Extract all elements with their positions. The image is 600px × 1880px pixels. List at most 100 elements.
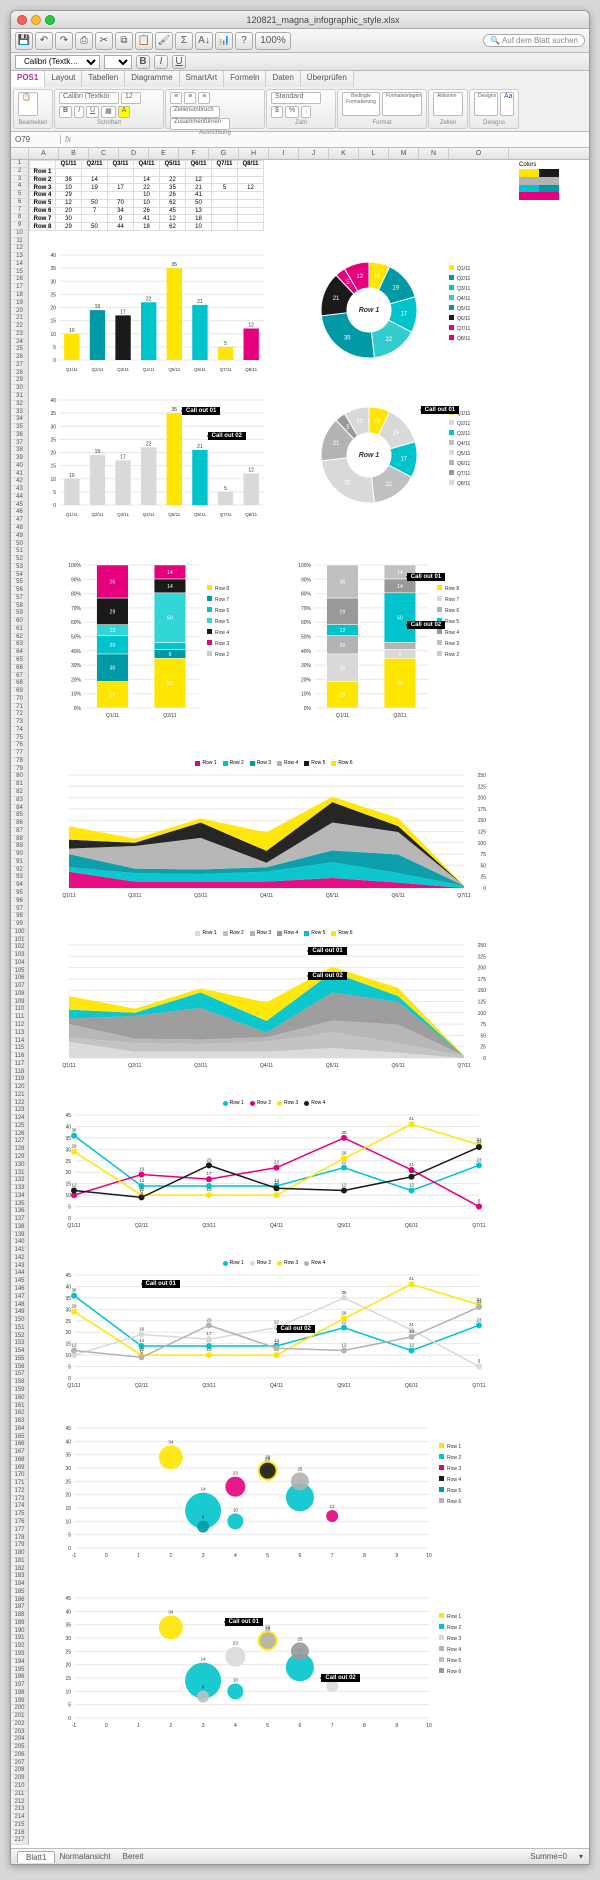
stacked-chart-1[interactable]: 0%10%20%30%40%50%60%70%80%90%100%2930201… xyxy=(59,560,249,720)
svg-text:22: 22 xyxy=(146,441,152,447)
column-headers[interactable]: ABCDEFGHIJKLMNO xyxy=(11,148,589,160)
stacked-chart-2[interactable]: 0%10%20%30%40%50%60%70%80%90%100%2930201… xyxy=(289,560,479,720)
sum-button[interactable]: Σ xyxy=(175,32,193,50)
svg-text:Q1/11: Q1/11 xyxy=(66,367,78,372)
svg-text:5: 5 xyxy=(68,1703,71,1709)
chart-button[interactable]: 📊 xyxy=(215,32,233,50)
align-right[interactable]: ≡ xyxy=(198,92,210,104)
comma-button[interactable]: , xyxy=(301,106,311,118)
worksheet[interactable]: ABCDEFGHIJKLMNO 123456789101112131415161… xyxy=(11,148,589,1848)
ribbon-fillcolor[interactable]: A xyxy=(118,106,131,118)
ribbon-fontsize-select[interactable]: 12 xyxy=(121,92,141,104)
svg-text:12: 12 xyxy=(340,628,346,634)
ribbon-tab-layout[interactable]: Layout xyxy=(45,71,82,87)
svg-text:30%: 30% xyxy=(301,663,312,669)
svg-text:12: 12 xyxy=(110,628,116,634)
svg-text:0: 0 xyxy=(105,1553,108,1559)
ribbon-tab-tabellen[interactable]: Tabellen xyxy=(82,71,125,87)
svg-text:12: 12 xyxy=(248,323,254,329)
ribbon-tab-formeln[interactable]: Formeln xyxy=(224,71,266,87)
ribbon-bold[interactable]: B xyxy=(59,106,72,118)
conditional-format[interactable]: Bedingte Formatierung xyxy=(342,92,380,116)
sheet-tab[interactable]: Blatt1 xyxy=(17,1851,55,1863)
svg-text:36: 36 xyxy=(340,580,346,586)
ribbon-tab-überprüfen[interactable]: Überprüfen xyxy=(301,71,354,87)
svg-text:10%: 10% xyxy=(71,692,82,698)
italic-button[interactable]: I xyxy=(154,55,168,69)
save-button[interactable]: 💾 xyxy=(15,32,33,50)
svg-text:Row 6: Row 6 xyxy=(447,1669,461,1675)
cut-button[interactable]: ✂ xyxy=(95,32,113,50)
search-placeholder: Auf dem Blatt suchen xyxy=(502,36,578,45)
paste-large-button[interactable]: 📋 xyxy=(18,92,38,116)
ribbon-border[interactable]: ▦ xyxy=(101,106,116,118)
percent-button[interactable]: % xyxy=(285,106,299,118)
underline-button[interactable]: U xyxy=(172,55,186,69)
minimize-icon[interactable] xyxy=(31,15,41,25)
svg-text:29: 29 xyxy=(110,693,116,699)
ribbon-tab-daten[interactable]: Daten xyxy=(266,71,300,87)
ribbon-group-edit: 📋 Bearbeiten xyxy=(13,89,53,129)
svg-text:90%: 90% xyxy=(71,577,82,583)
line-chart-2[interactable]: 0510152025303540453614141422122310191722… xyxy=(59,1260,489,1390)
svg-text:Row 2: Row 2 xyxy=(447,1625,461,1631)
fontsize-select[interactable]: 12 xyxy=(104,55,132,69)
area-chart-1[interactable]: 0255075100125150175200225250Q1/11Q2/11Q3… xyxy=(59,760,489,900)
svg-text:20: 20 xyxy=(65,1493,71,1499)
data-table[interactable]: Q1/11Q2/11Q3/11Q4/11Q5/11Q6/11Q7/11Q8/11… xyxy=(29,160,264,231)
ribbon: POS1LayoutTabellenDiagrammeSmartArtForme… xyxy=(11,71,589,132)
svg-text:Row 7: Row 7 xyxy=(445,597,459,603)
svg-text:150: 150 xyxy=(478,988,487,994)
theme-font-button[interactable]: Aa xyxy=(500,92,514,116)
ribbon-underline[interactable]: U xyxy=(86,106,99,118)
zoom-icon[interactable] xyxy=(45,15,55,25)
titlebar[interactable]: 120821_magna_infographic_style.xlsx xyxy=(11,11,589,29)
svg-text:30%: 30% xyxy=(71,663,82,669)
ribbon-italic[interactable]: I xyxy=(74,106,84,118)
print-button[interactable]: ⎙ xyxy=(75,32,93,50)
wrap-text[interactable]: Zeilenumbruch xyxy=(170,106,220,118)
merge-cells[interactable]: Zusammenführen xyxy=(170,118,230,130)
svg-text:14: 14 xyxy=(139,1338,145,1343)
svg-text:Q4/11: Q4/11 xyxy=(143,367,155,372)
currency-button[interactable]: $ xyxy=(271,106,283,118)
bubble-chart-1[interactable]: 051015202530354045-101234567891034291419… xyxy=(59,1420,489,1560)
format-painter-button[interactable]: 🖌 xyxy=(155,32,173,50)
align-left[interactable]: ≡ xyxy=(170,92,182,104)
area-chart-2[interactable]: 0255075100125150175200225250Q1/11Q2/11Q3… xyxy=(59,930,489,1070)
redo-button[interactable]: ↷ xyxy=(55,32,73,50)
ribbon-tab-diagramme[interactable]: Diagramme xyxy=(125,71,179,87)
undo-button[interactable]: ↶ xyxy=(35,32,53,50)
bubble-chart-2[interactable]: 051015202530354045-101234567891034291419… xyxy=(59,1590,489,1730)
donut-chart-2[interactable]: 101917223521512Row 1Q1/11Q2/11Q3/11Q4/11… xyxy=(299,390,509,520)
ribbon-tab-pos1[interactable]: POS1 xyxy=(11,71,45,87)
line-chart-1[interactable]: 0510152025303540453614141422122310191722… xyxy=(59,1100,489,1230)
close-icon[interactable] xyxy=(17,15,27,25)
search-field[interactable]: 🔍 Auf dem Blatt suchen xyxy=(483,34,585,47)
donut-chart-1[interactable]: 101917223521512Row 1Q1/11Q2/11Q3/11Q4/11… xyxy=(299,245,509,375)
ribbon-font-select[interactable]: Calibri (Textkör xyxy=(59,92,119,104)
cell-styles[interactable]: Formatvorlagen xyxy=(382,92,422,116)
svg-text:40: 40 xyxy=(65,1439,71,1445)
zoom-select[interactable]: 100% xyxy=(255,32,291,50)
search-icon: 🔍 xyxy=(490,36,500,45)
sort-button[interactable]: A↓ xyxy=(195,32,213,50)
ribbon-tabs: POS1LayoutTabellenDiagrammeSmartArtForme… xyxy=(11,71,589,87)
ribbon-group-designs: Designs Aa Designs xyxy=(469,89,519,129)
bar-chart-2[interactable]: 051015202530354010Q1/1119Q2/1117Q3/1122Q… xyxy=(39,390,269,520)
actions-button[interactable]: Aktionen xyxy=(433,92,463,116)
font-select[interactable]: Calibri (Textk… xyxy=(15,55,100,69)
fx-icon[interactable]: fx xyxy=(61,135,75,144)
themes-button[interactable]: Designs xyxy=(474,92,498,116)
paste-button[interactable]: 📋 xyxy=(135,32,153,50)
ribbon-tab-smartart[interactable]: SmartArt xyxy=(180,71,225,87)
bar-chart-1[interactable]: 051015202530354010Q1/1119Q2/1117Q3/1122Q… xyxy=(39,245,269,375)
number-format[interactable]: Standard xyxy=(271,92,321,104)
copy-button[interactable]: ⧉ xyxy=(115,32,133,50)
row-headers[interactable]: 1234567891011121314151617181920212223242… xyxy=(11,160,29,1845)
help-button[interactable]: ? xyxy=(235,32,253,50)
align-center[interactable]: ≡ xyxy=(184,92,196,104)
zoom-slider[interactable]: ▾ xyxy=(579,1852,583,1861)
cell-reference[interactable]: O79 xyxy=(11,135,61,144)
bold-button[interactable]: B xyxy=(136,55,150,69)
